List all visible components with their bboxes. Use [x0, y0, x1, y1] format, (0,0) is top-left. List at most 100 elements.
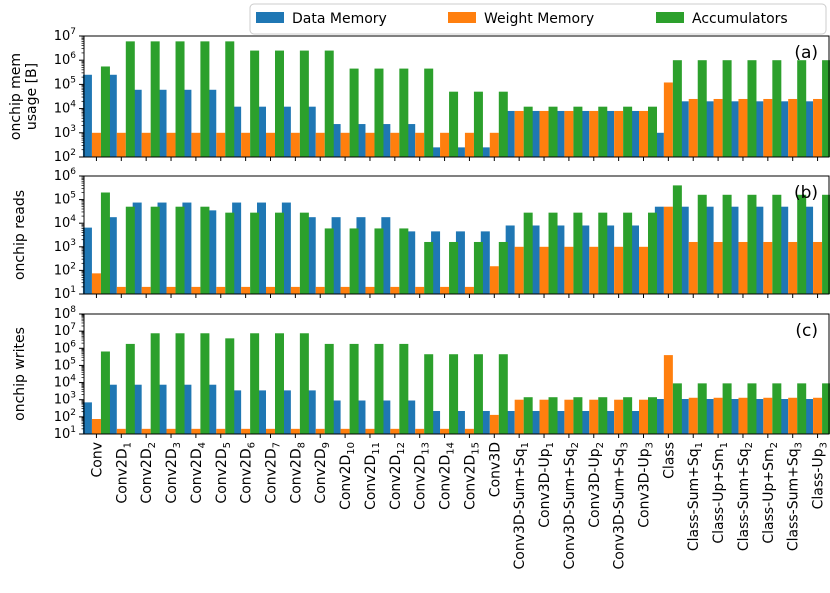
bar-a-accumulators-1 — [125, 41, 135, 158]
bar-b-accumulators-18 — [548, 212, 558, 294]
bar-c-accumulators-6 — [250, 333, 260, 434]
bar-a-accumulators-13 — [424, 68, 434, 157]
category-label: Class — [661, 442, 677, 479]
y-tick-label: 101 — [54, 425, 76, 442]
bar-c-data-memory-4 — [182, 384, 192, 434]
bar-a-accumulators-6 — [250, 50, 260, 157]
category-label: Conv2D9 — [313, 442, 332, 504]
bar-a-weight-memory-16 — [489, 132, 499, 157]
bar-b-weight-memory-12 — [390, 286, 400, 294]
bar-c-accumulators-23 — [672, 383, 682, 434]
bar-a-weight-memory-24 — [688, 98, 698, 157]
bar-c-data-memory-21 — [605, 410, 615, 434]
bar-c-accumulators-18 — [548, 397, 558, 434]
bar-a-accumulators-4 — [200, 41, 210, 158]
bar-a-weight-memory-10 — [340, 132, 350, 157]
bar-b-data-memory-15 — [455, 231, 465, 294]
category-label: Class-Sum+Sq2 — [736, 442, 755, 551]
bar-a-weight-memory-20 — [589, 110, 599, 157]
bar-b-data-memory-24 — [679, 206, 689, 294]
y-tick-label: 106 — [54, 51, 77, 68]
bar-c-accumulators-3 — [175, 333, 185, 434]
category-label: Class-Sum+Sq1 — [686, 442, 705, 551]
bar-c-weight-memory-16 — [489, 414, 499, 434]
bar-c-accumulators-24 — [697, 383, 707, 434]
bar-b-weight-memory-4 — [191, 286, 201, 294]
bar-a-data-memory-24 — [679, 101, 689, 157]
bar-c-accumulators-17 — [523, 397, 533, 434]
bar-c-accumulators-1 — [125, 343, 135, 434]
bar-c-weight-memory-1 — [116, 428, 126, 434]
bar-c-accumulators-5 — [225, 338, 235, 434]
bar-c-data-memory-13 — [406, 400, 416, 434]
bar-b-accumulators-20 — [598, 212, 608, 294]
bar-b-accumulators-17 — [523, 212, 533, 294]
bar-c-accumulators-20 — [598, 397, 608, 434]
bar-b-data-memory-26 — [729, 206, 739, 294]
category-label: Conv2D2 — [139, 442, 158, 504]
y-tick-label: 103 — [54, 124, 76, 141]
bar-b-accumulators-4 — [200, 206, 210, 294]
legend: Data Memory Weight Memory Accumulators — [249, 3, 827, 35]
bar-c-data-memory-7 — [257, 390, 266, 434]
bar-b-data-memory-28 — [779, 206, 789, 294]
bar-a-data-memory-13 — [406, 124, 416, 157]
category-label: Conv2D11 — [363, 442, 382, 510]
bar-b-weight-memory-26 — [738, 241, 748, 294]
bar-a-weight-memory-15 — [464, 132, 474, 157]
bar-b-data-memory-12 — [381, 217, 391, 294]
bar-a-data-memory-26 — [729, 101, 739, 157]
bar-c-weight-memory-11 — [365, 428, 375, 434]
bar-a-data-memory-19 — [555, 110, 565, 157]
bar-b-accumulators-5 — [225, 212, 235, 294]
bar-c-accumulators-15 — [473, 354, 483, 434]
category-label: Conv2D8 — [288, 442, 307, 504]
axes-frame-b — [83, 175, 830, 295]
bar-a-accumulators-21 — [623, 106, 633, 157]
bar-a-accumulators-5 — [225, 41, 235, 158]
bar-c-accumulators-11 — [374, 343, 384, 434]
bar-b-data-memory-29 — [804, 206, 814, 294]
bar-c-data-memory-10 — [331, 400, 341, 434]
y-tick-label: 105 — [54, 191, 76, 208]
bar-b-accumulators-23 — [672, 185, 682, 294]
bar-b-accumulators-12 — [399, 228, 409, 294]
bar-c-accumulators-27 — [772, 383, 782, 434]
bar-b-weight-memory-7 — [266, 286, 275, 294]
bar-a-data-memory-10 — [331, 124, 341, 157]
bar-c-data-memory-18 — [530, 410, 540, 434]
bar-b-weight-memory-21 — [614, 246, 624, 294]
bar-b-accumulators-3 — [175, 206, 185, 294]
category-label: Conv3D — [487, 442, 503, 497]
bar-b-data-memory-19 — [555, 225, 565, 294]
bar-c-accumulators-22 — [648, 397, 657, 434]
bar-b-accumulators-7 — [275, 212, 284, 294]
panel-tag-b: (b) — [794, 183, 818, 203]
bar-a-weight-memory-14 — [440, 132, 450, 157]
bar-b-data-memory-2 — [132, 202, 142, 294]
bar-c-weight-memory-18 — [539, 399, 549, 434]
bar-b-weight-memory-29 — [813, 241, 823, 294]
bar-b-data-memory-9 — [306, 217, 316, 294]
bar-a-weight-memory-13 — [415, 132, 425, 157]
category-label: Conv2D12 — [388, 442, 407, 510]
bar-a-weight-memory-18 — [539, 110, 549, 157]
bar-c-weight-memory-23 — [663, 355, 673, 434]
bar-a-accumulators-12 — [399, 68, 409, 157]
bar-b-accumulators-10 — [349, 228, 359, 294]
bar-b-data-memory-10 — [331, 217, 341, 294]
bar-a-accumulators-0 — [100, 66, 110, 157]
bar-b-accumulators-16 — [498, 241, 508, 294]
bar-c-weight-memory-10 — [340, 428, 350, 434]
bar-a-data-memory-18 — [530, 110, 540, 157]
bar-b-accumulators-1 — [125, 206, 135, 294]
bar-c-data-memory-25 — [704, 399, 714, 434]
bar-a-data-memory-4 — [182, 89, 192, 157]
bar-b-data-memory-18 — [530, 225, 540, 294]
bar-a-data-memory-27 — [754, 101, 764, 157]
bar-a-data-memory-11 — [356, 124, 366, 157]
bar-b-accumulators-28 — [797, 194, 807, 294]
bar-b-weight-memory-2 — [141, 286, 151, 294]
bar-b-data-memory-21 — [605, 225, 615, 294]
bar-c-data-memory-23 — [654, 399, 664, 434]
